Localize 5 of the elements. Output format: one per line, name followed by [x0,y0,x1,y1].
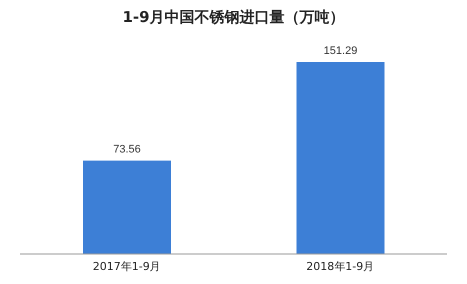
x-tick-label: 2018年1-9月 [306,260,374,273]
chart-title: 1-9月中国不锈钢进口量（万吨） [121,8,346,27]
data-label: 151.29 [324,45,358,57]
x-tick-label: 2017年1-9月 [92,260,161,273]
data-label: 73.56 [113,144,141,156]
